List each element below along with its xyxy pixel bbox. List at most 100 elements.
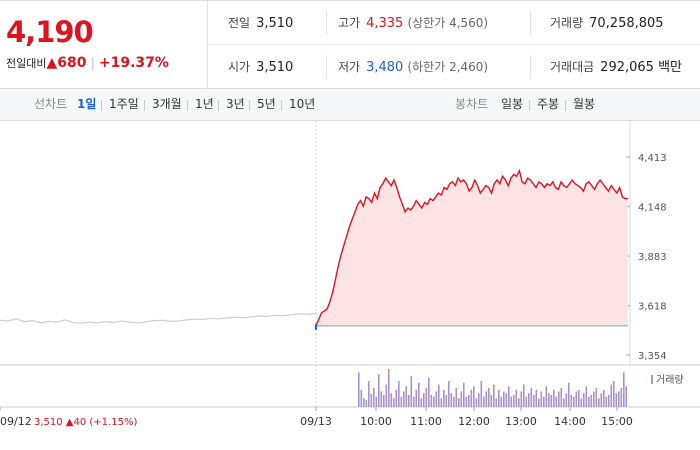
volume-bar bbox=[373, 388, 375, 407]
chart-tab-bar: 선차트 1일 1주일 3개월 1년 3년 5년 10년 봉차트 일봉 주봉 월봉 bbox=[0, 89, 700, 121]
prev-close-label: 전일 bbox=[228, 16, 251, 30]
volume-bar bbox=[568, 382, 570, 407]
volume-bar bbox=[385, 384, 388, 407]
tab-monthly-candle[interactable]: 월봉 bbox=[573, 97, 596, 111]
prev-day-line bbox=[0, 312, 317, 324]
volume-bar bbox=[525, 396, 528, 407]
current-price: 4,190 bbox=[6, 15, 94, 49]
high-label: 고가 bbox=[338, 16, 361, 30]
volume-bar bbox=[475, 398, 478, 407]
volume-bar bbox=[403, 391, 405, 407]
tab-1day[interactable]: 1일 bbox=[77, 97, 97, 111]
volume-bar bbox=[435, 391, 438, 407]
volume-bar bbox=[530, 388, 533, 407]
volume-bar bbox=[430, 394, 433, 407]
intraday-chart: 4,413 4,148 3,883 3,618 3,354 거래량 09/12 09/13 10… bbox=[0, 121, 700, 428]
prev-day-summary: 3,510 ▲40 (+1.15%) bbox=[34, 417, 137, 428]
volume-bar bbox=[490, 394, 493, 407]
volume-bar bbox=[550, 394, 553, 407]
volume-bar bbox=[423, 393, 425, 407]
volume-bar bbox=[443, 389, 445, 407]
tab-3year[interactable]: 3년 bbox=[226, 97, 245, 111]
volume-bar bbox=[360, 389, 363, 407]
volume-bar bbox=[458, 398, 460, 407]
change-value: ▲680 bbox=[46, 55, 87, 71]
volume-bar bbox=[390, 393, 393, 407]
y-tick-label: 4,413 bbox=[638, 153, 667, 164]
volume-bar bbox=[545, 386, 548, 407]
volume-bar bbox=[375, 396, 378, 407]
volume-bar bbox=[365, 400, 368, 407]
tab-weekly-candle[interactable]: 주봉 bbox=[537, 97, 560, 111]
volume-bar bbox=[510, 396, 513, 407]
open-value: 3,510 bbox=[256, 60, 294, 75]
y-tick-label: 3,883 bbox=[638, 252, 667, 263]
volume-bar bbox=[513, 394, 515, 407]
volume-bar bbox=[493, 384, 495, 407]
tab-1week[interactable]: 1주일 bbox=[109, 97, 139, 111]
volume-bar bbox=[368, 381, 370, 407]
volume-bar bbox=[405, 386, 408, 407]
volume-value: 70,258,805 bbox=[589, 16, 664, 31]
tab-3month[interactable]: 3개월 bbox=[152, 97, 182, 111]
volume-bar bbox=[420, 398, 423, 407]
volume-bar bbox=[575, 391, 578, 407]
volume-bar bbox=[408, 394, 410, 407]
volume-bar bbox=[560, 388, 563, 407]
volume-cell: 거래량 70,258,805 bbox=[550, 1, 664, 45]
x-tick-label: 09/12 bbox=[0, 415, 32, 428]
volume-bar bbox=[393, 398, 395, 407]
tab-divider bbox=[187, 100, 188, 111]
volume-bar bbox=[518, 398, 520, 407]
volume-bar bbox=[410, 375, 413, 407]
change-line: 전일대비▲680 | +19.37% bbox=[6, 55, 169, 71]
amount-label: 거래대금 bbox=[550, 60, 595, 74]
price-area-fill bbox=[316, 170, 628, 326]
x-tick-label: 10:00 bbox=[360, 415, 392, 428]
volume-bar bbox=[428, 377, 430, 407]
volume-bar bbox=[593, 391, 595, 407]
volume-bar bbox=[515, 389, 518, 407]
volume-bar bbox=[580, 398, 583, 407]
volume-bar bbox=[585, 386, 588, 407]
tab-1year[interactable]: 1년 bbox=[195, 97, 214, 111]
volume-bar bbox=[613, 381, 615, 407]
volume-bar bbox=[553, 389, 555, 407]
volume-bar bbox=[383, 394, 385, 407]
volume-bar bbox=[433, 396, 435, 407]
volume-bar bbox=[535, 389, 538, 407]
volume-bar bbox=[465, 396, 468, 407]
volume-legend-swatch bbox=[651, 375, 653, 384]
volume-bar bbox=[370, 394, 373, 407]
low-cell: 저가 3,480 (하한가 2,460) bbox=[338, 45, 488, 89]
volume-bar bbox=[425, 388, 428, 407]
volume-bar bbox=[600, 393, 603, 407]
volume-bar bbox=[520, 391, 523, 407]
volume-bar bbox=[570, 394, 573, 407]
volume-bar bbox=[445, 394, 448, 407]
x-tick-label: 15:00 bbox=[601, 415, 633, 428]
divider bbox=[530, 11, 531, 35]
volume-bar bbox=[543, 396, 545, 407]
volume-bar bbox=[463, 382, 465, 407]
tab-daily-candle[interactable]: 일봉 bbox=[501, 97, 524, 111]
lower-limit-note: (하한가 2,460) bbox=[407, 60, 489, 74]
volume-bar bbox=[540, 391, 543, 407]
volume-bar bbox=[460, 391, 463, 407]
volume-bar bbox=[620, 388, 623, 407]
amount-cell: 거래대금 292,065 백만 bbox=[550, 45, 682, 89]
price-summary: 4,190 전일대비▲680 | +19.37% 전일 3,510 고가 4,335 (… bbox=[0, 0, 700, 89]
volume-bar bbox=[558, 391, 560, 407]
amount-value: 292,065 백만 bbox=[600, 60, 682, 75]
tab-divider bbox=[144, 100, 145, 111]
volume-bar bbox=[455, 388, 458, 407]
volume-bar bbox=[358, 372, 360, 407]
volume-bar bbox=[498, 389, 500, 407]
tab-5year[interactable]: 5년 bbox=[257, 97, 276, 111]
volume-bar bbox=[605, 396, 608, 407]
stats-row: 시가 3,510 저가 3,480 (하한가 2,460) 거래대금 292,065 … bbox=[208, 45, 700, 89]
price-line bbox=[315, 168, 628, 327]
y-tick-label: 3,618 bbox=[638, 302, 667, 313]
tab-10year[interactable]: 10년 bbox=[289, 97, 316, 111]
